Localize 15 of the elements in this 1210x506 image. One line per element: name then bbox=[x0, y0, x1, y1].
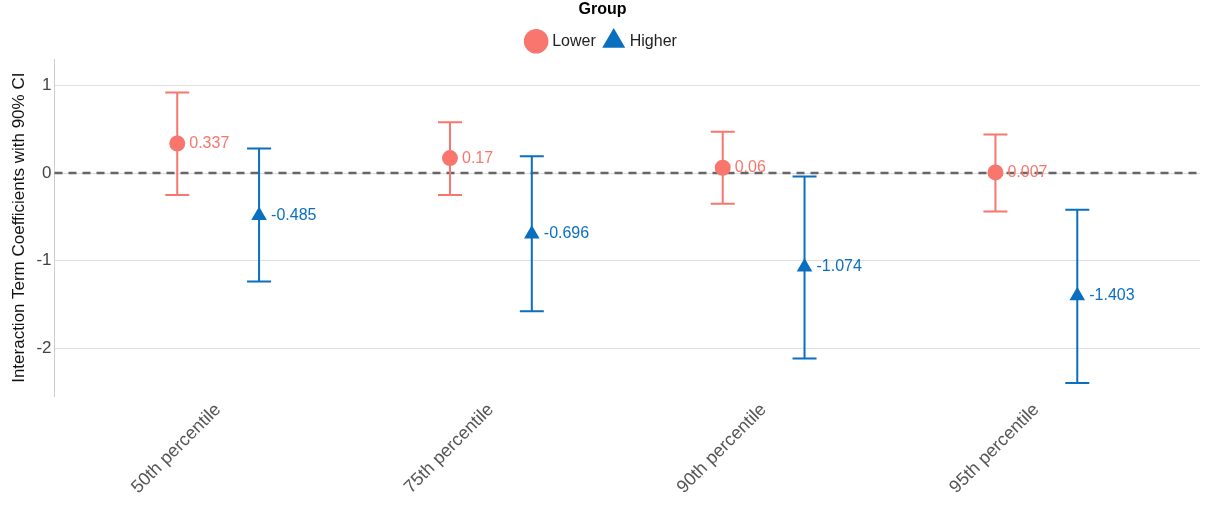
data-label: 0.17 bbox=[461, 148, 494, 166]
data-label: 0.06 bbox=[734, 158, 766, 176]
data-label: -1.074 bbox=[816, 257, 862, 275]
legend-label: Lower bbox=[552, 31, 597, 49]
y-tick-label: 0 bbox=[42, 162, 52, 182]
y-tick-label: -2 bbox=[36, 337, 52, 357]
y-axis-title: Interaction Term Coefficients with 90% CI bbox=[8, 72, 28, 383]
y-tick-label: 1 bbox=[42, 75, 52, 95]
data-label: -0.696 bbox=[543, 224, 590, 242]
data-label: -0.485 bbox=[271, 205, 317, 223]
y-tick-label: -1 bbox=[36, 250, 52, 270]
data-label: -1.403 bbox=[1089, 286, 1135, 304]
legend-title: Group bbox=[578, 0, 627, 18]
legend-label: Higher bbox=[629, 31, 678, 49]
data-label: 0.337 bbox=[189, 133, 230, 151]
